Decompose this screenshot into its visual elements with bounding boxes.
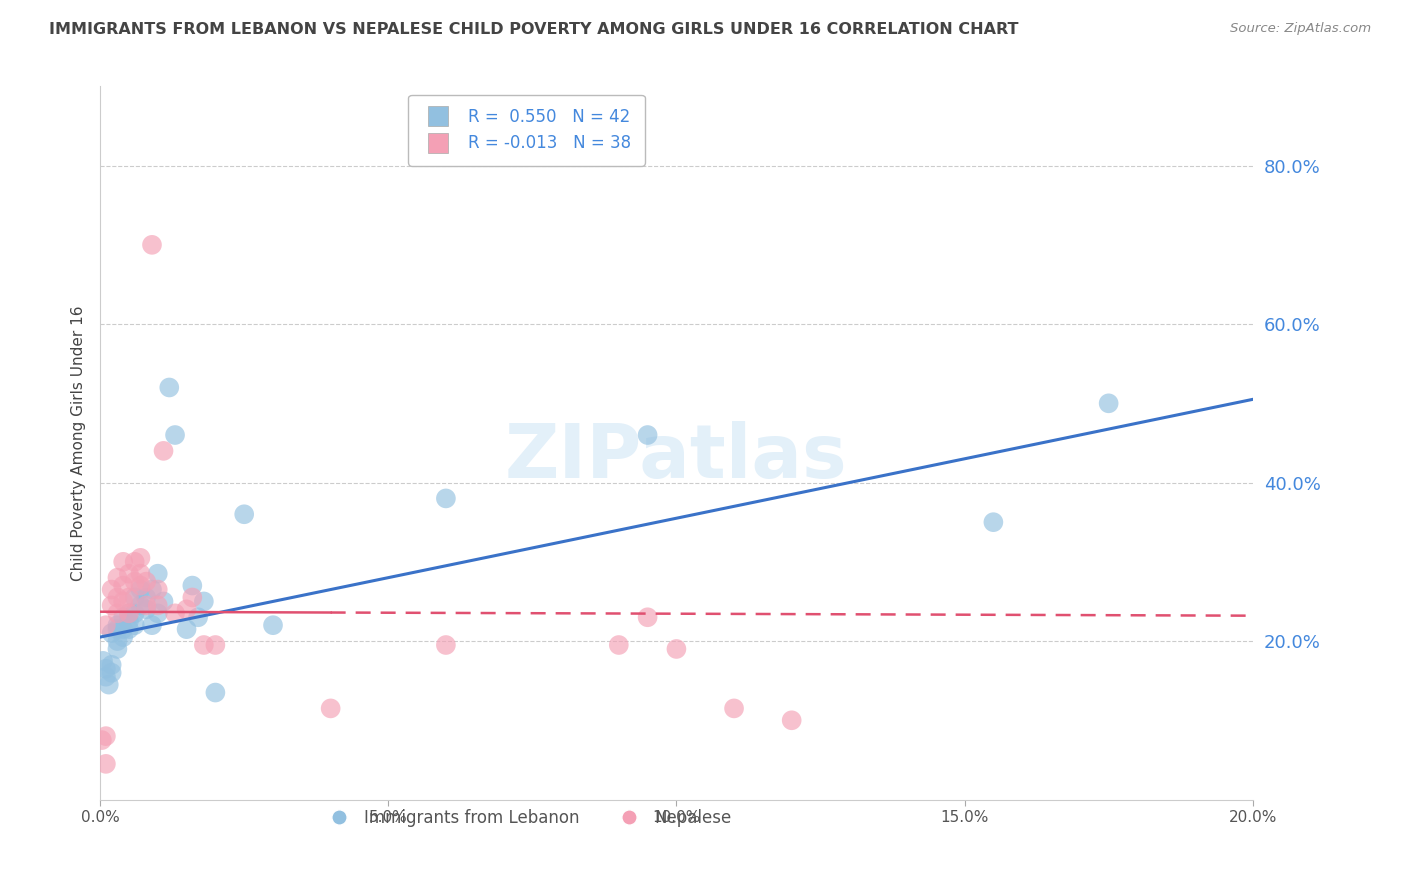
Text: IMMIGRANTS FROM LEBANON VS NEPALESE CHILD POVERTY AMONG GIRLS UNDER 16 CORRELATI: IMMIGRANTS FROM LEBANON VS NEPALESE CHIL… <box>49 22 1019 37</box>
Point <box>637 610 659 624</box>
Point <box>434 638 457 652</box>
Point <box>107 591 129 605</box>
Point <box>135 574 157 589</box>
Point <box>141 618 163 632</box>
Point <box>94 662 117 676</box>
Point <box>124 574 146 589</box>
Point <box>112 630 135 644</box>
Y-axis label: Child Poverty Among Girls Under 16: Child Poverty Among Girls Under 16 <box>72 305 86 581</box>
Point <box>163 428 186 442</box>
Point <box>97 678 120 692</box>
Point <box>152 594 174 608</box>
Point <box>129 582 152 597</box>
Point <box>112 610 135 624</box>
Point <box>112 594 135 608</box>
Point <box>124 618 146 632</box>
Point <box>135 591 157 605</box>
Point <box>90 733 112 747</box>
Point <box>135 599 157 613</box>
Point <box>107 618 129 632</box>
Point <box>152 443 174 458</box>
Point <box>100 582 122 597</box>
Point <box>112 555 135 569</box>
Point <box>100 665 122 680</box>
Point <box>262 618 284 632</box>
Point <box>100 599 122 613</box>
Point <box>146 582 169 597</box>
Point <box>163 607 186 621</box>
Point <box>637 428 659 442</box>
Point <box>112 622 135 636</box>
Point <box>107 622 129 636</box>
Point <box>94 729 117 743</box>
Point <box>233 508 256 522</box>
Point <box>723 701 745 715</box>
Point <box>129 550 152 565</box>
Point <box>176 622 198 636</box>
Point <box>118 614 141 628</box>
Point <box>665 642 688 657</box>
Point <box>124 591 146 605</box>
Point <box>181 591 204 605</box>
Point <box>94 618 117 632</box>
Point <box>204 685 226 699</box>
Point <box>107 634 129 648</box>
Point <box>193 594 215 608</box>
Text: Source: ZipAtlas.com: Source: ZipAtlas.com <box>1230 22 1371 36</box>
Point <box>100 657 122 672</box>
Point <box>780 713 803 727</box>
Point <box>124 555 146 569</box>
Point <box>129 566 152 581</box>
Point <box>187 610 209 624</box>
Point <box>107 642 129 657</box>
Point <box>118 591 141 605</box>
Point <box>91 654 114 668</box>
Point <box>135 602 157 616</box>
Point <box>434 491 457 506</box>
Point <box>94 756 117 771</box>
Point <box>157 380 180 394</box>
Legend: Immigrants from Lebanon, Nepalese: Immigrants from Lebanon, Nepalese <box>315 803 738 834</box>
Point <box>983 515 1005 529</box>
Point <box>129 578 152 592</box>
Text: ZIPatlas: ZIPatlas <box>505 421 848 493</box>
Point <box>176 602 198 616</box>
Point <box>129 599 152 613</box>
Point <box>607 638 630 652</box>
Point <box>94 670 117 684</box>
Point <box>319 701 342 715</box>
Point <box>141 582 163 597</box>
Point <box>204 638 226 652</box>
Point <box>141 237 163 252</box>
Point <box>146 566 169 581</box>
Point <box>107 607 129 621</box>
Point <box>1098 396 1121 410</box>
Point <box>100 626 122 640</box>
Point <box>118 607 141 621</box>
Point <box>118 607 141 621</box>
Point <box>107 571 129 585</box>
Point <box>146 607 169 621</box>
Point <box>118 566 141 581</box>
Point <box>118 622 141 636</box>
Point <box>193 638 215 652</box>
Point <box>112 578 135 592</box>
Point <box>124 607 146 621</box>
Point <box>181 578 204 592</box>
Point <box>146 599 169 613</box>
